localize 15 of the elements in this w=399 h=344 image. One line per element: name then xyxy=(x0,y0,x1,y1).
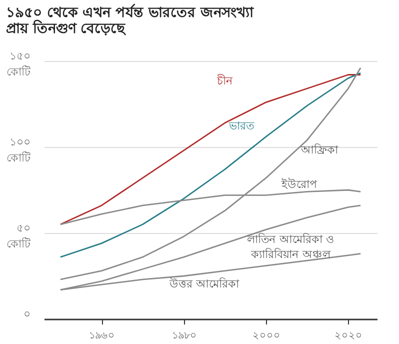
x-tick-label: ২০০০ xyxy=(252,330,280,342)
y-tick-label: ০ xyxy=(24,308,30,320)
chart-title: ১৯৫০ থেকে এখন পর্যন্ত ভারতের জনসংখ্যা প্রায় তিনগুণ বেড়েছে xyxy=(6,3,254,37)
x-tick-label: ১৯৮০ xyxy=(172,330,197,342)
y-tick-label: ১০০ কোটি xyxy=(6,136,32,164)
text: চীন xyxy=(216,74,233,88)
x-tick-label: ১৯৬০ xyxy=(89,330,116,342)
x-tick-label: ২০২০ xyxy=(334,330,363,342)
y-tick-label: ৫০ কোটি xyxy=(6,222,32,250)
series-label: উত্তর আমেরিকা xyxy=(168,278,240,291)
series-label: ভারত xyxy=(228,119,255,132)
y-tick-label: ১৫০ কোটি xyxy=(6,50,32,78)
series-label: লাতিন আমেরিকা ও ক্যারিবিয়ান অঞ্চল xyxy=(246,232,334,261)
series-label: ইউরোপ xyxy=(280,178,318,191)
series-label: আফ্রিকা xyxy=(300,143,339,156)
